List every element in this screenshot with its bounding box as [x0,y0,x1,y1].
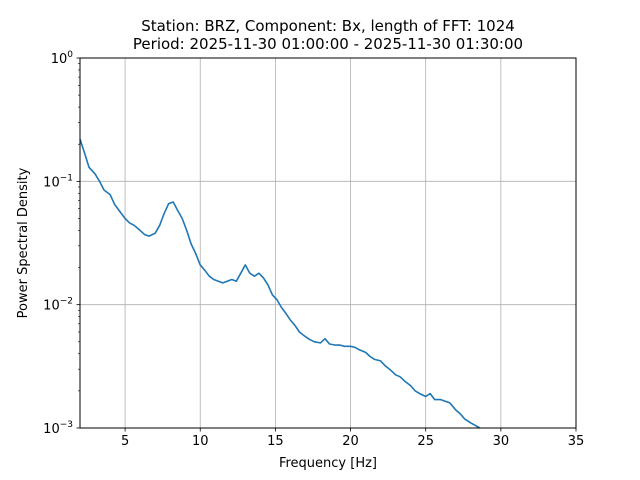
x-tick-label: 25 [417,434,434,449]
y-tick-exponent: −2 [60,297,73,307]
y-tick-base: 10 [43,422,60,437]
x-axis-label: Frequency [Hz] [279,456,377,471]
x-tick-label: 15 [267,434,284,449]
y-tick-base: 10 [43,299,60,314]
y-tick-exponent: 0 [67,50,73,60]
y-tick-label: 100 [51,50,74,67]
x-tick-label: 10 [192,434,209,449]
psd-series-line [79,138,481,429]
y-tick-label: 10−1 [43,173,73,190]
chart-title-line1: Station: BRZ, Component: Bx, length of F… [141,17,515,35]
chart-title-line2: Period: 2025-11-30 01:00:00 - 2025-11-30… [133,35,523,53]
y-tick-exponent: −3 [60,420,73,430]
y-tick-base: 10 [43,175,60,190]
y-tick-exponent: −1 [60,173,73,183]
x-tick-label: 30 [493,434,510,449]
y-axis-label: Power Spectral Density [16,167,31,318]
plot-frame [79,57,577,429]
x-tick-label: 35 [568,434,585,449]
data-layer [79,138,481,429]
x-tick-label: 5 [121,434,129,449]
y-tick-label: 10−3 [43,420,73,437]
y-tick-base: 10 [51,52,68,67]
y-tick-label: 10−2 [43,297,73,314]
x-tick-label: 20 [342,434,359,449]
